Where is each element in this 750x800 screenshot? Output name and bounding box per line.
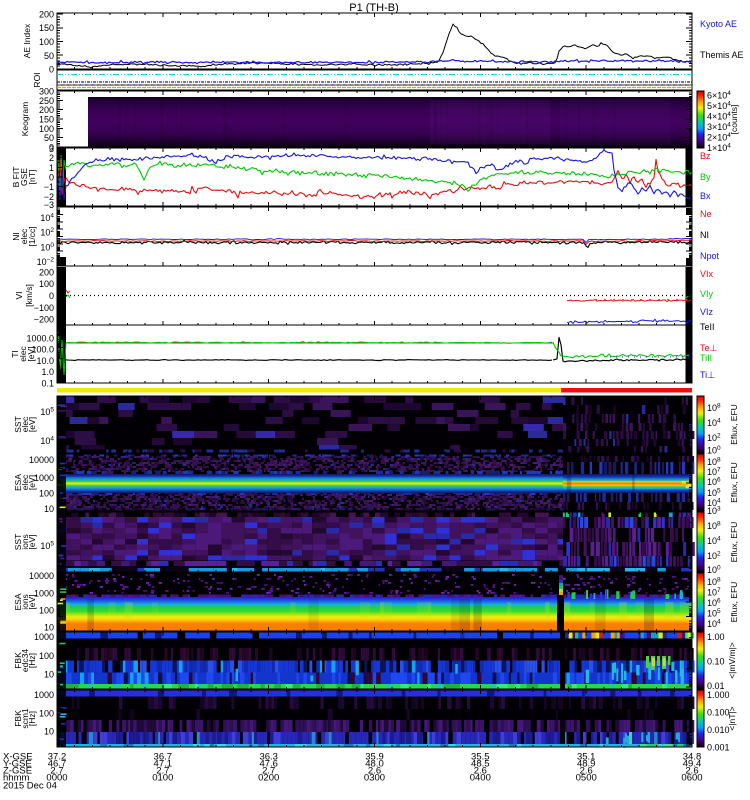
svg-text:Te⊥: Te⊥ (700, 343, 718, 353)
svg-text:100.0: 100.0 (31, 345, 54, 355)
svg-text:200: 200 (39, 267, 54, 277)
svg-text:elec: elec (19, 228, 29, 244)
svg-text:300: 300 (39, 87, 54, 97)
svg-text:By: By (700, 172, 711, 182)
svg-text:0: 0 (49, 143, 54, 153)
svg-text:100: 100 (40, 242, 54, 253)
svg-text:[km/s]: [km/s] (24, 284, 34, 307)
svg-text:50: 50 (44, 51, 54, 61)
svg-text:10.0: 10.0 (36, 356, 54, 366)
svg-text:ROI: ROI (32, 72, 42, 87)
svg-text:0: 0 (49, 65, 54, 75)
svg-text:−3: −3 (44, 200, 54, 210)
svg-text:[1/cc]: [1/cc] (27, 226, 37, 246)
svg-text:TiII: TiII (700, 353, 712, 363)
svg-text:100: 100 (39, 279, 54, 289)
svg-text:−100: −100 (34, 303, 54, 313)
svg-text:0.1: 0.1 (41, 378, 54, 388)
svg-text:1: 1 (49, 163, 54, 173)
svg-text:50: 50 (44, 133, 54, 143)
svg-text:100: 100 (39, 124, 54, 134)
svg-text:Keogram: Keogram (20, 102, 30, 137)
svg-text:0: 0 (49, 173, 54, 183)
svg-text:100: 100 (39, 37, 54, 47)
svg-text:104: 104 (40, 212, 54, 223)
svg-text:−1: −1 (44, 182, 54, 192)
svg-text:0: 0 (49, 291, 54, 301)
svg-text:200: 200 (39, 105, 54, 115)
svg-text:150: 150 (39, 23, 54, 33)
svg-text:Bx: Bx (700, 191, 711, 201)
svg-text:Ne: Ne (700, 209, 712, 219)
svg-text:−2: −2 (44, 192, 54, 202)
svg-text:Kyoto AE: Kyoto AE (700, 19, 737, 29)
svg-text:1.0: 1.0 (41, 367, 54, 377)
svg-text:Themis AE: Themis AE (700, 50, 744, 60)
svg-text:B FIT: B FIT (11, 167, 21, 188)
svg-text:VI: VI (14, 291, 24, 299)
svg-text:GSE: GSE (19, 168, 29, 186)
svg-text:VIy: VIy (700, 289, 714, 299)
svg-text:Npot: Npot (700, 251, 720, 261)
svg-text:VIz: VIz (700, 307, 714, 317)
svg-text:1000.0: 1000.0 (26, 334, 54, 344)
svg-text:VIx: VIx (700, 269, 714, 279)
svg-text:Ti⊥: Ti⊥ (700, 370, 715, 380)
svg-text:250: 250 (39, 96, 54, 106)
svg-text:200: 200 (39, 10, 54, 20)
svg-text:TI: TI (10, 350, 20, 358)
svg-text:[eV]: [eV] (26, 346, 36, 361)
svg-text:TeII: TeII (700, 322, 715, 332)
svg-text:P1 (TH-B): P1 (TH-B) (349, 2, 399, 14)
svg-text:102: 102 (40, 227, 54, 238)
svg-text:AE Index: AE Index (22, 23, 32, 58)
svg-text:[nT]: [nT] (27, 170, 37, 185)
svg-text:elec: elec (18, 345, 28, 361)
svg-text:−200: −200 (34, 315, 54, 325)
svg-text:150: 150 (39, 115, 54, 125)
svg-text:10−2: 10−2 (37, 257, 55, 268)
svg-text:Bz: Bz (700, 151, 711, 161)
svg-text:NI: NI (11, 232, 21, 241)
svg-text:3: 3 (49, 144, 54, 154)
svg-text:2: 2 (49, 153, 54, 163)
svg-text:NI: NI (700, 230, 709, 240)
